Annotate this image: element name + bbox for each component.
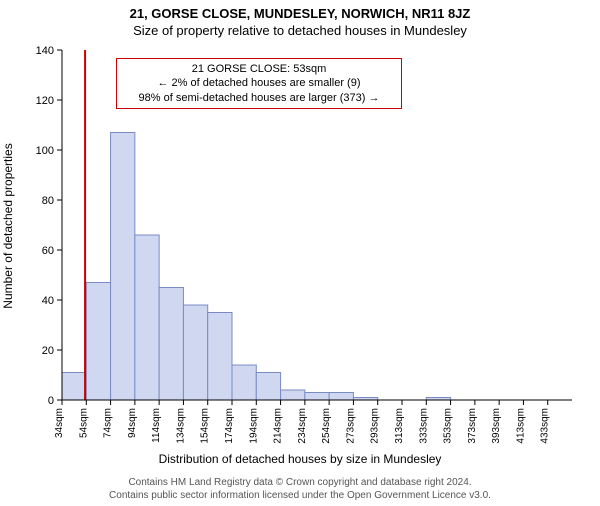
svg-text:74sqm: 74sqm xyxy=(103,408,114,438)
annotation-line1: 21 GORSE CLOSE: 53sqm xyxy=(123,62,395,76)
svg-text:20: 20 xyxy=(42,345,54,357)
annotation-line3: 98% of semi-detached houses are larger (… xyxy=(123,91,395,105)
credits: Contains HM Land Registry data © Crown c… xyxy=(0,476,600,502)
svg-text:120: 120 xyxy=(36,95,54,107)
svg-text:333sqm: 333sqm xyxy=(418,408,429,444)
svg-text:413sqm: 413sqm xyxy=(515,408,526,444)
svg-text:353sqm: 353sqm xyxy=(443,408,454,444)
annotation-line2: ← 2% of detached houses are smaller (9) xyxy=(123,76,395,90)
annotation-box: 21 GORSE CLOSE: 53sqm ← 2% of detached h… xyxy=(116,58,402,109)
svg-text:154sqm: 154sqm xyxy=(200,408,211,444)
svg-text:40: 40 xyxy=(42,295,54,307)
x-axis-label: Distribution of detached houses by size … xyxy=(0,452,600,466)
svg-text:34sqm: 34sqm xyxy=(54,408,65,438)
svg-text:94sqm: 94sqm xyxy=(127,408,138,438)
svg-text:273sqm: 273sqm xyxy=(345,408,356,444)
svg-text:134sqm: 134sqm xyxy=(175,408,186,444)
svg-text:100: 100 xyxy=(36,145,54,157)
credits-line2: Contains public sector information licen… xyxy=(0,489,600,502)
svg-text:114sqm: 114sqm xyxy=(151,408,162,443)
svg-text:0: 0 xyxy=(48,395,54,407)
svg-text:214sqm: 214sqm xyxy=(273,408,284,444)
svg-text:60: 60 xyxy=(42,245,54,257)
svg-text:140: 140 xyxy=(36,45,54,57)
credits-line1: Contains HM Land Registry data © Crown c… xyxy=(0,476,600,489)
svg-text:54sqm: 54sqm xyxy=(78,408,89,438)
svg-text:393sqm: 393sqm xyxy=(491,408,502,444)
svg-text:80: 80 xyxy=(42,195,54,207)
svg-text:313sqm: 313sqm xyxy=(394,408,405,444)
svg-text:234sqm: 234sqm xyxy=(297,408,308,444)
svg-text:293sqm: 293sqm xyxy=(370,408,381,444)
svg-text:174sqm: 174sqm xyxy=(224,408,235,444)
svg-text:194sqm: 194sqm xyxy=(248,408,259,444)
svg-text:433sqm: 433sqm xyxy=(540,408,551,444)
svg-text:373sqm: 373sqm xyxy=(467,408,478,444)
svg-text:254sqm: 254sqm xyxy=(321,408,332,444)
